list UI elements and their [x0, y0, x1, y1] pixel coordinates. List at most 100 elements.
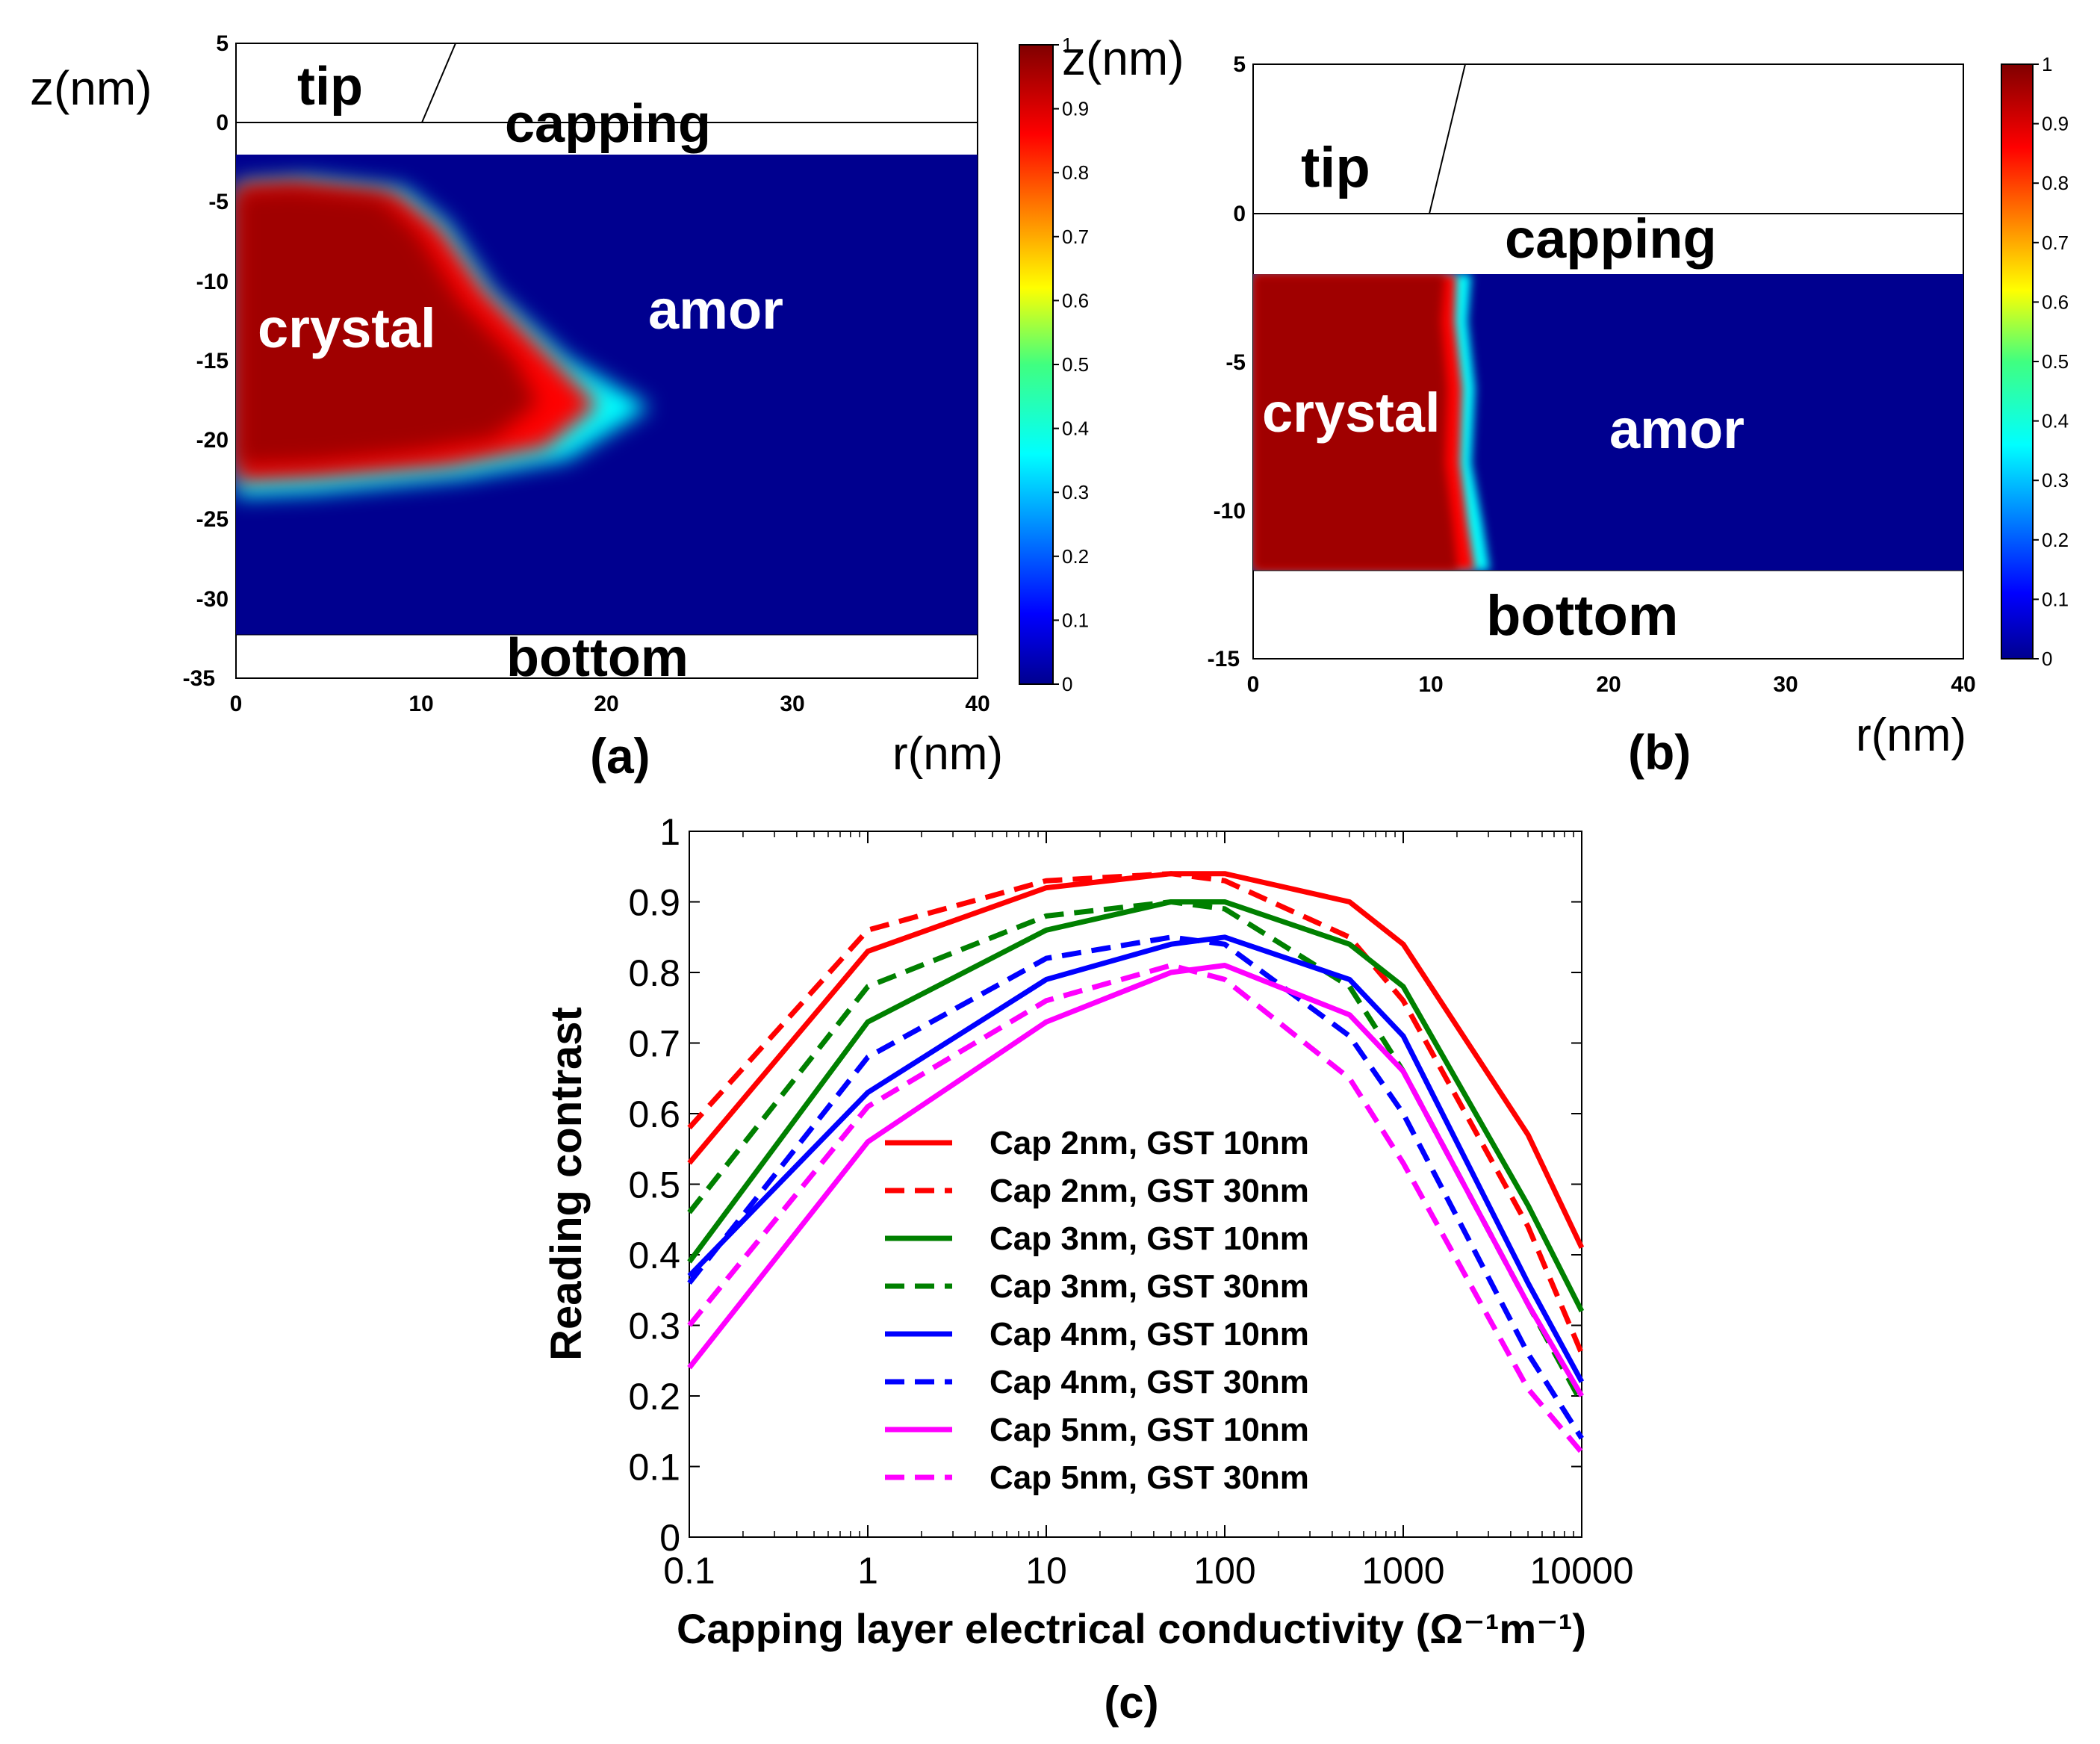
panel-a-amor-label: amor — [648, 279, 783, 341]
panel-a-z-axis-label: z(nm) — [30, 61, 152, 115]
panel-a-x-tick: 0 — [230, 692, 243, 716]
panel-c-series-line — [687, 963, 1584, 1454]
panel-c-series-line — [687, 934, 1585, 1383]
panel-c-series-line — [687, 899, 1585, 1313]
panel-c-y-tick-label: 0.2 — [628, 1376, 680, 1418]
panel-a-colorbar-tick-label: 0.4 — [1062, 418, 1089, 440]
panel-c-legend-label: Cap 2nm, GST 10nm — [990, 1125, 1309, 1161]
panel-b-colorbar-tick-label: 0.1 — [2042, 588, 2069, 610]
panel-a-y-tick: -15 — [196, 349, 229, 373]
panel-b-y-tick: -10 — [1214, 499, 1246, 524]
panel-b-colorbar-tick-label: 0.6 — [2042, 291, 2069, 313]
panel-b-colorbar-tick-label: 1 — [2042, 53, 2052, 75]
panel-c-legend-label: Cap 4nm, GST 30nm — [990, 1364, 1309, 1400]
panel-b-colorbar-tick-label: 0.9 — [2042, 113, 2069, 135]
panel-a-x-tick: 10 — [408, 692, 433, 716]
panel-b: 0 10 20 30 40 5 0 -5 -10 -15 z(nm) r(nm)… — [1062, 31, 2069, 780]
panel-a-colorbar-tick-label: 0.2 — [1062, 545, 1089, 568]
panel-a-colorbar: 1 0.9 0.8 0.7 0.6 0.5 0.4 0.3 0.2 0.1 0 — [1019, 34, 1089, 695]
panel-c-x-tick-label: 10 — [1025, 1550, 1067, 1592]
panel-b-y-tick: 5 — [1233, 52, 1246, 77]
panel-c-x-tick-label: 0.1 — [663, 1550, 715, 1592]
panel-a-x-tick: 40 — [965, 692, 990, 716]
panel-c-legend-label: Cap 5nm, GST 10nm — [990, 1412, 1309, 1448]
panel-a-colorbar-tick-label: 0.9 — [1062, 98, 1089, 120]
panel-a-colorbar-tick-label: 0.8 — [1062, 161, 1089, 184]
panel-b-y-tick: 0 — [1233, 202, 1246, 226]
panel-b-y-tick: -15 — [1208, 647, 1240, 671]
panel-a-colorbar-tick-label: 1 — [1062, 34, 1072, 56]
panel-b-colorbar-tick-label: 0.7 — [2042, 232, 2069, 254]
panel-a-r-axis-label: r(nm) — [892, 728, 1003, 780]
panel-c-series-line — [687, 871, 1585, 1355]
panel-c-series-line — [687, 871, 1585, 1250]
panel-a-colorbar-tick-label: 0 — [1062, 673, 1072, 695]
panel-b-tip-line — [1429, 63, 1466, 214]
panel-b-tip-label: tip — [1301, 136, 1370, 199]
panel-c-series — [687, 871, 1585, 1454]
panel-c-x-ticks: 0.1 1 10 100 1000 10000 — [663, 831, 1634, 1592]
panel-a-capping-label: capping — [505, 94, 711, 154]
panel-b-x-ticks: 0 10 20 30 40 — [1247, 672, 1976, 697]
panel-c-x-tick-label: 1000 — [1361, 1550, 1444, 1592]
panel-b-z-axis-label: z(nm) — [1062, 31, 1184, 85]
panel-c-legend-label: Cap 3nm, GST 10nm — [990, 1220, 1309, 1257]
panel-c-x-tick-label: 1 — [857, 1550, 878, 1592]
panel-c-series-line — [687, 934, 1584, 1440]
panel-a-y-tick: -35 — [183, 666, 215, 691]
panel-b-colorbar-gradient — [2001, 63, 2034, 660]
panel-a-y-tick: -20 — [196, 428, 229, 453]
panel-c-y-tick-label: 0.4 — [628, 1235, 680, 1276]
panel-c-x-tick-label: 100 — [1193, 1550, 1255, 1592]
panel-c-y-tick-label: 0.7 — [628, 1023, 680, 1065]
panel-b-bottom-label: bottom — [1486, 584, 1678, 648]
panel-a-colorbar-tick-label: 0.5 — [1062, 353, 1089, 376]
panel-c-y-tick-label: 0.5 — [628, 1164, 680, 1206]
panel-c-y-tick-label: 0 — [659, 1517, 680, 1559]
panel-c-y-axis-label: Reading contrast — [542, 1007, 591, 1361]
panel-b-x-tick: 0 — [1247, 672, 1260, 697]
panel-a-crystal-label: crystal — [258, 297, 436, 359]
panel-b-amor-label: amor — [1609, 398, 1745, 460]
panel-a-y-tick: -10 — [196, 270, 229, 294]
panel-a-colorbar-tick-label: 0.1 — [1062, 609, 1089, 631]
panel-c-caption: (c) — [1104, 1678, 1158, 1728]
panel-b-capping-label: capping — [1505, 208, 1717, 270]
panel-a-colorbar-tick-label: 0.6 — [1062, 289, 1089, 311]
panel-a-colorbar-tick-label: 0.7 — [1062, 226, 1089, 248]
panel-b-colorbar-tick-label: 0.3 — [2042, 469, 2069, 491]
panel-a-colorbar-gradient — [1019, 44, 1054, 685]
panel-a-y-tick: -25 — [196, 507, 229, 532]
panel-a-y-tick: -5 — [208, 190, 229, 214]
panel-a-x-tick: 30 — [780, 692, 804, 716]
panel-b-colorbar-tick-label: 0.4 — [2042, 410, 2069, 432]
panel-c-x-tick-label: 10000 — [1529, 1550, 1633, 1592]
panel-c-legend-label: Cap 2nm, GST 30nm — [990, 1173, 1309, 1209]
panel-c-y-tick-label: 0.3 — [628, 1306, 680, 1347]
panel-b-x-tick: 10 — [1418, 672, 1443, 697]
panel-a-crystal-core — [236, 187, 538, 467]
panel-a-y-tick: 0 — [216, 111, 229, 135]
panel-b-caption: (b) — [1628, 724, 1691, 780]
panel-b-colorbar: 1 0.9 0.8 0.7 0.6 0.5 0.4 0.3 0.2 0.1 0 — [2001, 53, 2069, 670]
panel-c-axes-frame — [689, 831, 1582, 1538]
panel-b-colorbar-tick-label: 0.8 — [2042, 172, 2069, 194]
panel-a-y-tick: 5 — [216, 31, 229, 56]
panel-a-y-tick: -30 — [196, 587, 229, 612]
panel-a-colorbar-tick-label: 0.3 — [1062, 481, 1089, 503]
panel-b-x-tick: 40 — [1951, 672, 1975, 697]
panel-b-r-axis-label: r(nm) — [1856, 710, 1966, 761]
panel-b-y-ticks: 5 0 -5 -10 -15 — [1208, 52, 1246, 671]
panel-b-y-tick: -5 — [1225, 350, 1246, 375]
panel-a-caption: (a) — [590, 728, 650, 783]
panel-c-legend-label: Cap 4nm, GST 10nm — [990, 1316, 1309, 1353]
panel-c: 00.10.20.30.40.50.60.70.80.91 0.1 1 10 100 1… — [542, 811, 1634, 1728]
panel-b-colorbar-tick-label: 0.2 — [2042, 529, 2069, 551]
panel-b-colorbar-tick-label: 0 — [2042, 648, 2052, 670]
panel-b-crystal-label: crystal — [1262, 382, 1441, 444]
panel-c-series-line — [687, 963, 1585, 1397]
panel-c-y-tick-label: 0.6 — [628, 1093, 680, 1135]
panel-b-x-tick: 30 — [1773, 672, 1798, 697]
panel-c-legend-label: Cap 3nm, GST 30nm — [990, 1268, 1309, 1305]
